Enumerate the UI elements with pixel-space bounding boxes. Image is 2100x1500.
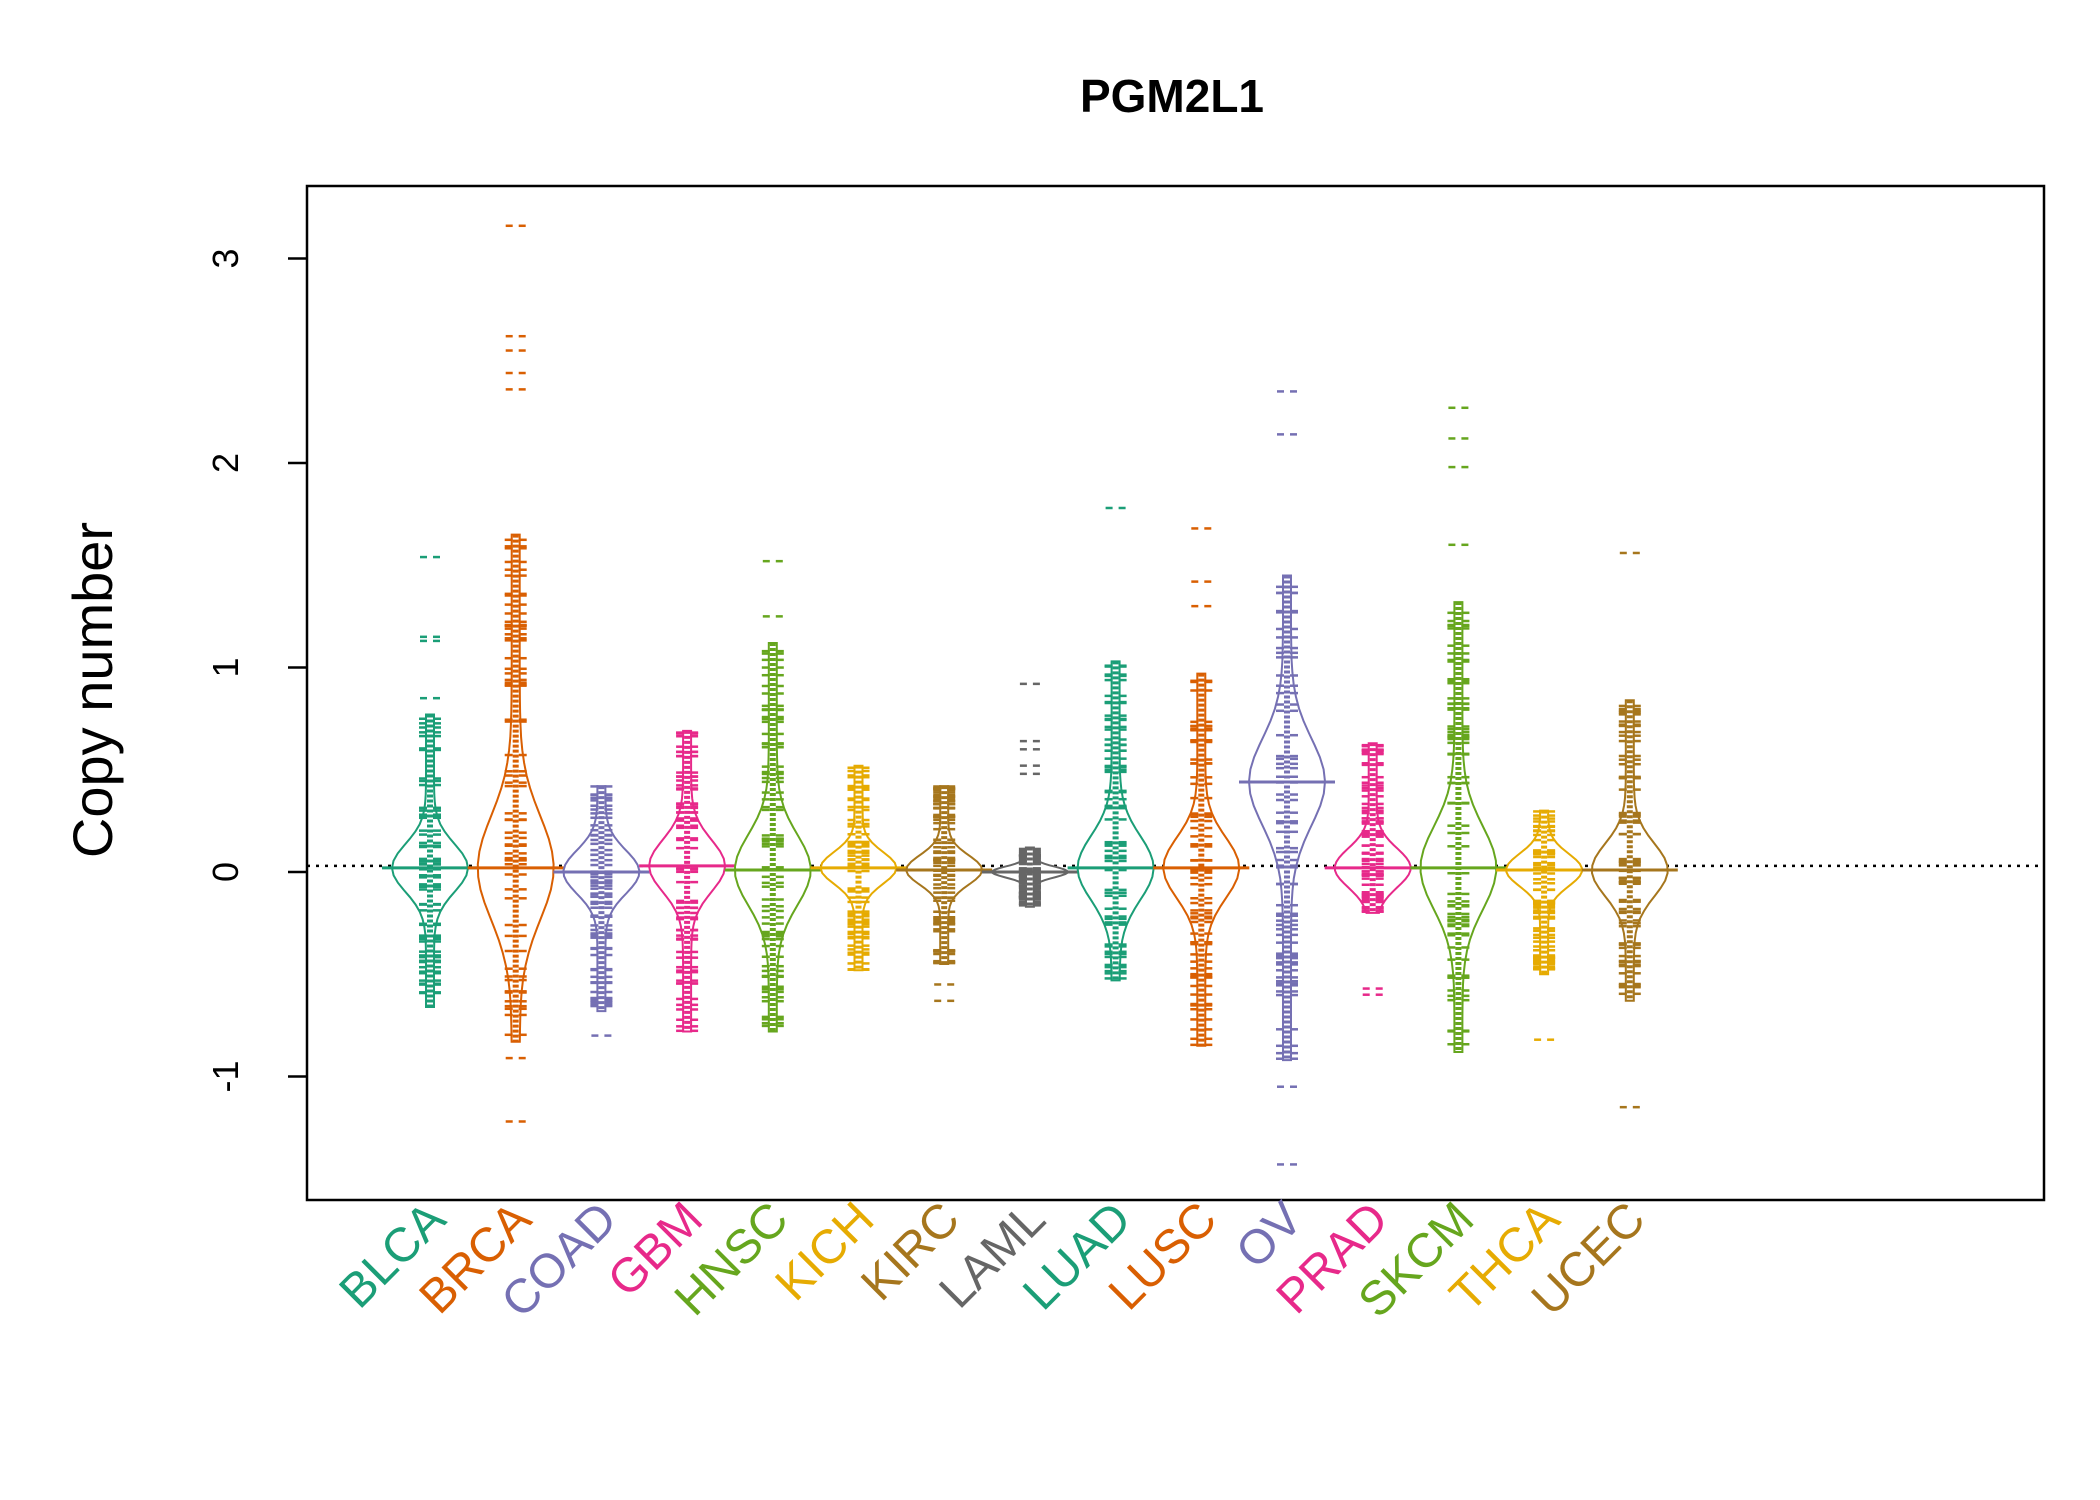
bean-hnsc bbox=[724, 559, 821, 1033]
bean-kirc bbox=[896, 785, 993, 1003]
bean-blca bbox=[382, 555, 478, 1008]
beans-group bbox=[382, 224, 1678, 1166]
bean-kich bbox=[810, 764, 907, 972]
y-axis: -1 0 1 2 3 bbox=[205, 248, 307, 1093]
bean-outline bbox=[1076, 660, 1155, 982]
bean-coad bbox=[553, 785, 650, 1037]
bean-ucec bbox=[1581, 551, 1678, 1109]
bean-outline bbox=[1333, 742, 1412, 914]
y-tick-label: 3 bbox=[205, 248, 246, 268]
bean-thca bbox=[1496, 809, 1593, 1041]
bean-outline bbox=[1419, 601, 1498, 1053]
plot-frame bbox=[305, 184, 2046, 1202]
y-tick-label: 2 bbox=[205, 453, 246, 473]
y-axis-label: Copy number bbox=[61, 522, 124, 858]
y-tick-label: -1 bbox=[205, 1060, 246, 1092]
bean-brca bbox=[467, 224, 564, 1123]
bean-luad bbox=[1067, 506, 1164, 982]
x-tick-label: KICH bbox=[766, 1192, 885, 1311]
bean-outline bbox=[733, 642, 812, 1033]
bean-laml bbox=[981, 682, 1078, 908]
y-tick-label: 0 bbox=[205, 862, 246, 882]
bean-gbm bbox=[639, 729, 736, 1033]
chart-title: PGM2L1 bbox=[1080, 70, 1264, 122]
y-tick-label: 1 bbox=[205, 657, 246, 677]
bean-ov bbox=[1239, 390, 1335, 1166]
bean-lusc bbox=[1153, 527, 1250, 1047]
bean-skcm bbox=[1410, 406, 1507, 1053]
bean-prad bbox=[1324, 742, 1421, 996]
